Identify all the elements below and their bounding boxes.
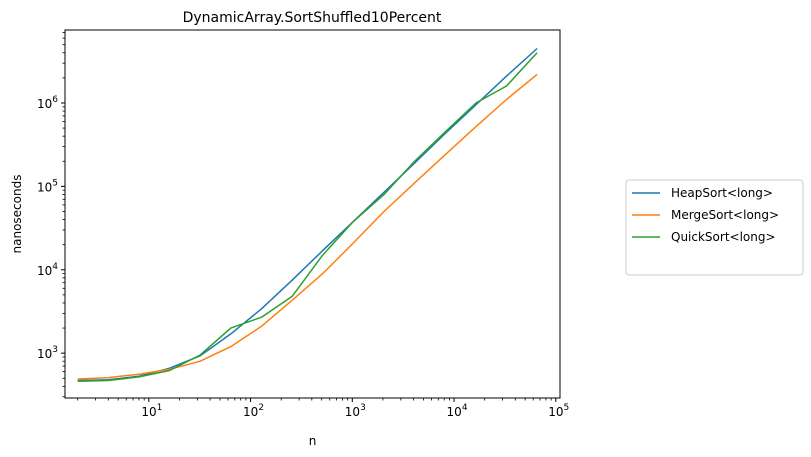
legend-box [625, 179, 804, 276]
x-tick-label-exponent: 3 [360, 403, 366, 413]
x-tick-label-base: 10 [345, 405, 360, 419]
y-tick-label: 104 [37, 262, 58, 278]
x-tick-label: 102 [243, 403, 264, 419]
x-tick-label: 101 [141, 403, 162, 419]
y-tick-label: 103 [37, 345, 58, 361]
x-tick-label: 105 [548, 403, 569, 419]
y-axis-label: nanoseconds [10, 175, 24, 254]
x-tick-label: 104 [447, 403, 468, 419]
x-tick-label-exponent: 1 [157, 403, 163, 413]
x-tick-label-base: 10 [447, 405, 462, 419]
series-line-2 [77, 52, 538, 383]
y-tick-label-exponent: 4 [52, 262, 58, 272]
x-tick-label-base: 10 [141, 405, 156, 419]
y-tick-label-base: 10 [37, 97, 52, 111]
y-tick-label-base: 10 [37, 347, 52, 361]
chart-title: DynamicArray.SortShuffled10Percent [183, 10, 442, 26]
series-line-0 [77, 47, 538, 382]
x-tick-label-base: 10 [243, 405, 258, 419]
legend-label-1: MergeSort<long> [671, 208, 779, 222]
y-tick-label-exponent: 3 [52, 345, 58, 355]
x-tick-label-exponent: 5 [564, 403, 570, 413]
y-tick-label: 105 [37, 178, 58, 194]
x-tick-label-base: 10 [548, 405, 563, 419]
series-line-1 [77, 73, 538, 380]
legend: HeapSort<long> MergeSort<long> QuickSort<l… [625, 179, 804, 276]
plot-frame [64, 29, 561, 399]
y-tick-label-base: 10 [37, 180, 52, 194]
y-tick-label-base: 10 [37, 264, 52, 278]
x-tick-label-exponent: 2 [258, 403, 264, 413]
y-tick-label-exponent: 5 [52, 178, 58, 188]
x-axis: 101 102 103 104 105 [77, 398, 569, 419]
x-tick-label-exponent: 4 [462, 403, 468, 413]
y-tick-label-exponent: 6 [52, 95, 58, 105]
legend-label-2: QuickSort<long> [671, 230, 776, 244]
legend-label-0: HeapSort<long> [671, 186, 773, 200]
series-lines [77, 47, 538, 383]
y-tick-label: 106 [37, 95, 58, 111]
x-axis-label: n [309, 434, 317, 448]
x-tick-label: 103 [345, 403, 366, 419]
